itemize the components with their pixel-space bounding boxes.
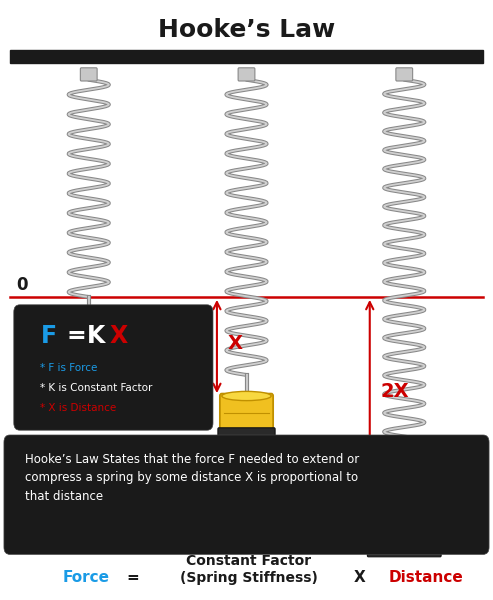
Text: Hooke’s Law States that the force F needed to extend or
compress a spring by som: Hooke’s Law States that the force F need… <box>25 453 359 503</box>
FancyBboxPatch shape <box>367 545 441 557</box>
Ellipse shape <box>372 491 436 505</box>
Text: * X is Distance: * X is Distance <box>40 403 117 413</box>
FancyBboxPatch shape <box>218 428 275 440</box>
FancyBboxPatch shape <box>238 68 255 81</box>
Text: Hooke’s Law: Hooke’s Law <box>158 18 335 42</box>
FancyBboxPatch shape <box>220 394 273 431</box>
Text: 2F: 2F <box>331 477 356 495</box>
FancyBboxPatch shape <box>4 435 489 554</box>
FancyBboxPatch shape <box>80 68 97 81</box>
Ellipse shape <box>222 391 271 401</box>
Text: X: X <box>109 324 128 348</box>
Text: X: X <box>354 570 366 584</box>
Text: 0: 0 <box>16 276 28 294</box>
Text: F: F <box>191 375 203 393</box>
FancyBboxPatch shape <box>14 305 213 430</box>
FancyBboxPatch shape <box>370 496 438 548</box>
Text: X: X <box>228 334 243 353</box>
FancyBboxPatch shape <box>396 68 413 81</box>
Text: =: = <box>66 324 86 348</box>
FancyBboxPatch shape <box>10 50 483 63</box>
Text: K: K <box>87 324 106 348</box>
Text: Distance: Distance <box>389 570 464 584</box>
Text: * F is Force: * F is Force <box>40 363 98 373</box>
Text: Constant Factor
(Spring Stiffness): Constant Factor (Spring Stiffness) <box>180 554 318 585</box>
Text: * K is Constant Factor: * K is Constant Factor <box>40 383 153 393</box>
Text: 2X: 2X <box>381 382 409 401</box>
Text: Force: Force <box>63 570 110 584</box>
Text: =: = <box>127 570 140 584</box>
Text: F: F <box>40 324 57 348</box>
